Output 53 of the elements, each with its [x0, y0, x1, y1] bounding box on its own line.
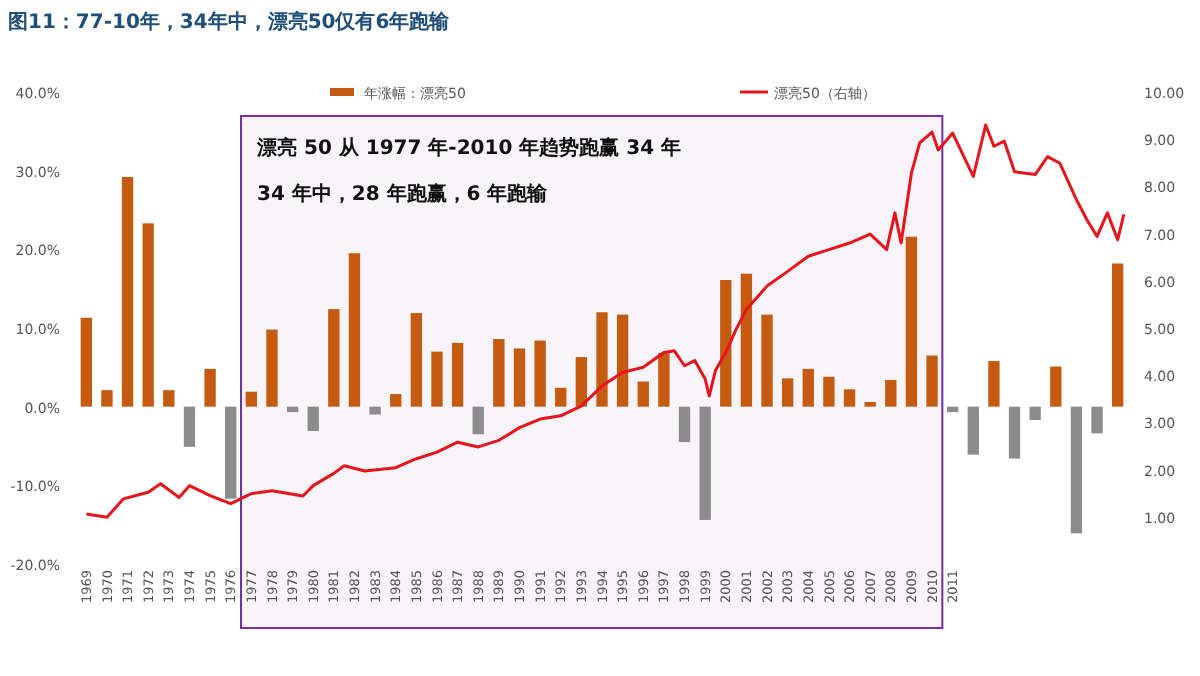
bar: [740, 273, 753, 407]
bar: [204, 368, 216, 407]
bar: [1008, 406, 1021, 459]
bar: [245, 391, 258, 407]
bar: [328, 309, 340, 407]
bar: [1029, 406, 1041, 421]
bar: [266, 329, 278, 407]
bar: [534, 340, 546, 407]
bar: [781, 378, 794, 407]
bar: [1070, 406, 1083, 534]
bar: [823, 376, 835, 407]
bar: [905, 236, 918, 407]
bar: [967, 406, 979, 455]
bar: [575, 357, 588, 407]
bar: [472, 406, 484, 435]
bar: [616, 314, 629, 407]
bar: [926, 355, 938, 407]
bar: [885, 379, 897, 407]
annotation: 漂亮 50 从 1977 年-2010 年趋势跑赢 34 年: [255, 136, 682, 160]
bar: [988, 361, 1000, 407]
bar: [555, 387, 567, 407]
bar: [720, 280, 732, 407]
bar: [493, 339, 505, 407]
bar: [101, 390, 113, 407]
annotation: 34 年中，28 年跑赢，6 年跑输: [257, 182, 550, 206]
bar: [678, 406, 691, 443]
bar: [390, 394, 402, 407]
bar: [307, 406, 319, 432]
bar: [410, 313, 423, 407]
bar: [761, 314, 773, 407]
bar: [513, 348, 526, 407]
bar: [431, 351, 443, 407]
bar: [183, 406, 196, 447]
bar: [163, 390, 175, 407]
bar: [596, 312, 608, 407]
bar: [451, 342, 464, 407]
bar: [1112, 263, 1124, 407]
bar: [637, 381, 649, 407]
bar: [1091, 406, 1103, 434]
bar: [348, 253, 361, 407]
bar: [658, 353, 670, 407]
bar: [699, 406, 711, 520]
bar: [225, 406, 237, 499]
bar: [843, 389, 856, 407]
line-series: [84, 123, 1126, 519]
bar: [142, 223, 154, 407]
bar: [864, 401, 876, 407]
bar: [121, 176, 134, 407]
bar: [369, 406, 381, 415]
chart-title: 图11：77-10年，34年中，漂亮50仅有6年跑输: [8, 10, 452, 34]
bar: [1050, 366, 1062, 407]
bar: [802, 368, 814, 407]
bar: [80, 317, 92, 407]
